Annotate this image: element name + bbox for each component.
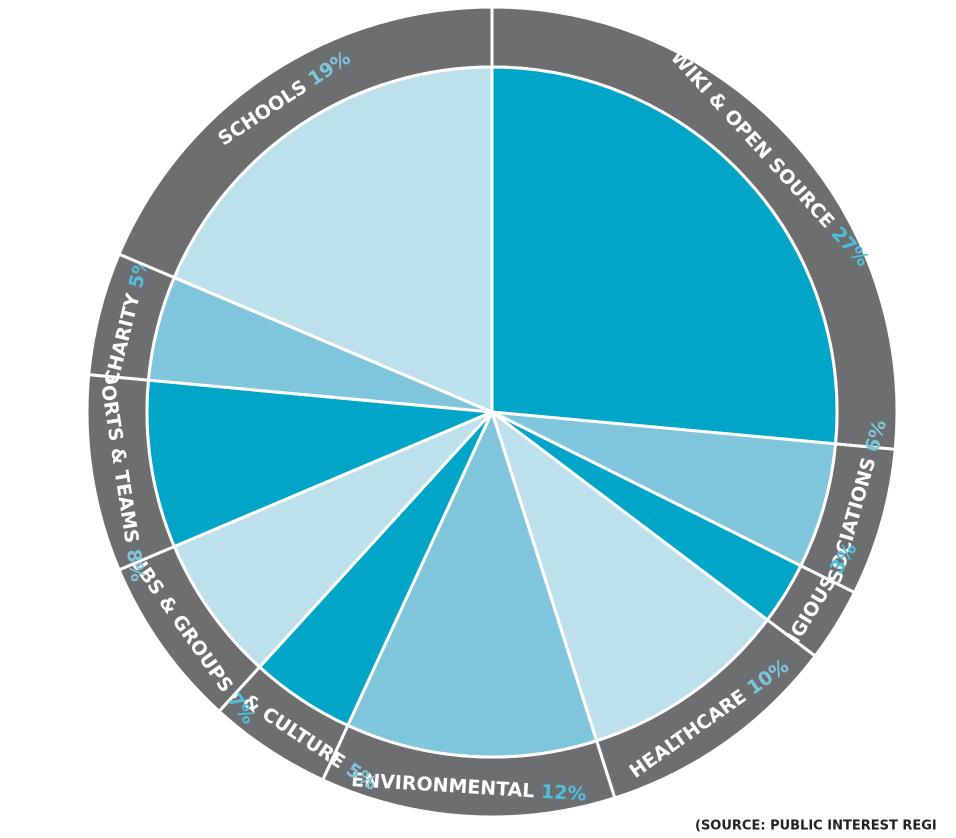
- slice-percent: 12%: [540, 780, 587, 805]
- slice-percent: 8%: [122, 548, 149, 583]
- pie-slice: [490, 65, 839, 446]
- source-note: (SOURCE: PUBLIC INTEREST REGI: [695, 819, 937, 834]
- pie-slice: [345, 407, 599, 759]
- pie-slice: [172, 410, 494, 670]
- pie-slice: [491, 410, 838, 568]
- pie-slice: [145, 378, 493, 549]
- pie-slice: [489, 407, 770, 743]
- pie-slice: [172, 65, 494, 415]
